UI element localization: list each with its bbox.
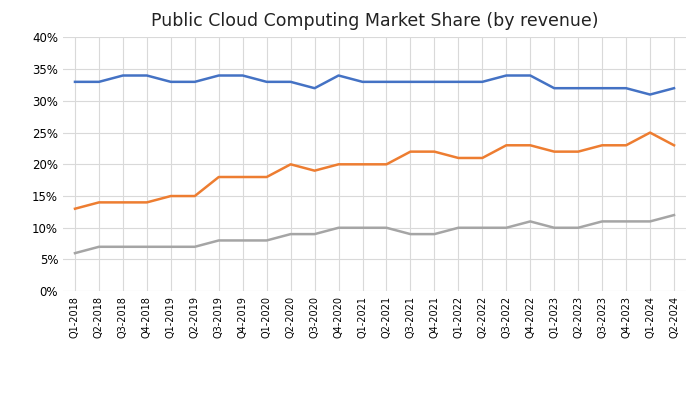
- Google: [239, 238, 247, 243]
- AWS: [526, 73, 535, 78]
- AWS: [502, 73, 510, 78]
- Google: [646, 219, 654, 224]
- Microsoft: [310, 168, 319, 173]
- Microsoft: [94, 200, 103, 205]
- AWS: [598, 86, 606, 91]
- Google: [478, 225, 486, 230]
- Google: [430, 232, 439, 237]
- AWS: [574, 86, 582, 91]
- AWS: [262, 79, 271, 84]
- Microsoft: [382, 162, 391, 167]
- Microsoft: [670, 143, 678, 148]
- AWS: [310, 86, 319, 91]
- Google: [670, 213, 678, 218]
- Google: [406, 232, 414, 237]
- AWS: [670, 86, 678, 91]
- Google: [310, 232, 319, 237]
- AWS: [119, 73, 127, 78]
- AWS: [167, 79, 175, 84]
- Microsoft: [550, 149, 559, 154]
- Microsoft: [574, 149, 582, 154]
- Microsoft: [239, 175, 247, 180]
- AWS: [382, 79, 391, 84]
- AWS: [214, 73, 223, 78]
- Microsoft: [143, 200, 151, 205]
- Microsoft: [167, 193, 175, 198]
- Microsoft: [119, 200, 127, 205]
- Google: [502, 225, 510, 230]
- Microsoft: [286, 162, 295, 167]
- Microsoft: [646, 130, 654, 135]
- Microsoft: [71, 206, 79, 211]
- AWS: [94, 79, 103, 84]
- AWS: [478, 79, 486, 84]
- Microsoft: [526, 143, 535, 148]
- Google: [167, 244, 175, 249]
- Microsoft: [262, 175, 271, 180]
- Line: Google: Google: [75, 215, 674, 253]
- Google: [71, 250, 79, 255]
- AWS: [143, 73, 151, 78]
- Microsoft: [358, 162, 367, 167]
- Title: Public Cloud Computing Market Share (by revenue): Public Cloud Computing Market Share (by …: [150, 12, 598, 30]
- AWS: [622, 86, 630, 91]
- Line: AWS: AWS: [75, 75, 674, 94]
- Google: [214, 238, 223, 243]
- AWS: [454, 79, 463, 84]
- AWS: [335, 73, 343, 78]
- AWS: [71, 79, 79, 84]
- Google: [598, 219, 606, 224]
- Google: [550, 225, 559, 230]
- Microsoft: [502, 143, 510, 148]
- Google: [382, 225, 391, 230]
- Google: [94, 244, 103, 249]
- Microsoft: [598, 143, 606, 148]
- Google: [454, 225, 463, 230]
- AWS: [190, 79, 199, 84]
- Microsoft: [454, 156, 463, 161]
- Microsoft: [478, 156, 486, 161]
- Google: [143, 244, 151, 249]
- Microsoft: [430, 149, 439, 154]
- Google: [358, 225, 367, 230]
- Line: Microsoft: Microsoft: [75, 133, 674, 209]
- AWS: [406, 79, 414, 84]
- Google: [262, 238, 271, 243]
- Google: [526, 219, 535, 224]
- AWS: [430, 79, 439, 84]
- Google: [574, 225, 582, 230]
- AWS: [358, 79, 367, 84]
- AWS: [646, 92, 654, 97]
- Google: [119, 244, 127, 249]
- AWS: [239, 73, 247, 78]
- Google: [622, 219, 630, 224]
- Google: [190, 244, 199, 249]
- Google: [335, 225, 343, 230]
- Microsoft: [190, 193, 199, 198]
- AWS: [286, 79, 295, 84]
- Microsoft: [406, 149, 414, 154]
- Google: [286, 232, 295, 237]
- Microsoft: [622, 143, 630, 148]
- Microsoft: [335, 162, 343, 167]
- AWS: [550, 86, 559, 91]
- Microsoft: [214, 175, 223, 180]
